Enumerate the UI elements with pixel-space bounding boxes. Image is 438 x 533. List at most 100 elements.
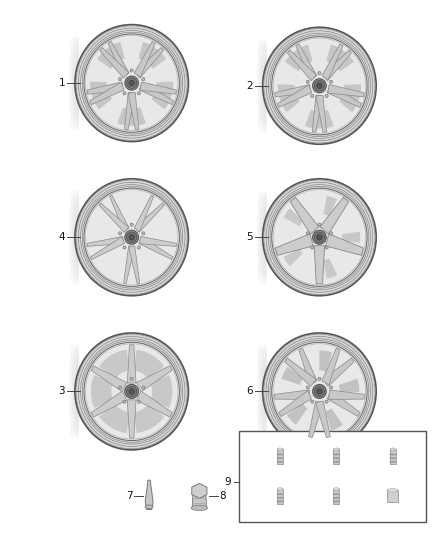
Ellipse shape bbox=[333, 457, 339, 459]
Bar bbox=[333, 449, 339, 464]
Ellipse shape bbox=[84, 342, 179, 441]
Ellipse shape bbox=[277, 501, 283, 502]
Polygon shape bbox=[108, 41, 129, 77]
Polygon shape bbox=[305, 110, 334, 128]
Ellipse shape bbox=[127, 386, 137, 397]
Ellipse shape bbox=[75, 179, 188, 296]
Ellipse shape bbox=[84, 188, 179, 286]
Polygon shape bbox=[339, 84, 361, 112]
Ellipse shape bbox=[311, 94, 314, 98]
Bar bbox=[387, 490, 398, 502]
Polygon shape bbox=[92, 366, 127, 392]
Polygon shape bbox=[287, 50, 316, 80]
Ellipse shape bbox=[119, 232, 122, 235]
Ellipse shape bbox=[142, 232, 145, 235]
Ellipse shape bbox=[314, 80, 325, 91]
Ellipse shape bbox=[389, 454, 396, 455]
Ellipse shape bbox=[77, 190, 80, 284]
Polygon shape bbox=[97, 42, 125, 69]
Polygon shape bbox=[279, 391, 311, 416]
Ellipse shape bbox=[129, 389, 134, 394]
Ellipse shape bbox=[334, 448, 339, 450]
Ellipse shape bbox=[389, 461, 396, 463]
Polygon shape bbox=[134, 404, 164, 433]
Text: 1: 1 bbox=[59, 78, 65, 88]
Ellipse shape bbox=[333, 494, 339, 495]
Polygon shape bbox=[282, 367, 303, 385]
Polygon shape bbox=[342, 232, 360, 243]
Polygon shape bbox=[139, 237, 173, 260]
Polygon shape bbox=[92, 391, 127, 417]
Ellipse shape bbox=[318, 71, 321, 75]
Ellipse shape bbox=[314, 232, 325, 243]
Polygon shape bbox=[110, 195, 129, 232]
Polygon shape bbox=[137, 391, 172, 417]
Polygon shape bbox=[314, 246, 325, 284]
Ellipse shape bbox=[314, 386, 325, 397]
Ellipse shape bbox=[306, 80, 309, 84]
Ellipse shape bbox=[123, 92, 126, 95]
Ellipse shape bbox=[277, 461, 283, 463]
Polygon shape bbox=[320, 197, 349, 234]
Ellipse shape bbox=[333, 501, 339, 502]
Bar bbox=[277, 489, 283, 504]
Polygon shape bbox=[327, 391, 360, 416]
Ellipse shape bbox=[263, 179, 376, 296]
Bar bbox=[333, 489, 339, 504]
Ellipse shape bbox=[333, 497, 339, 498]
Ellipse shape bbox=[75, 333, 188, 450]
Text: 4: 4 bbox=[59, 232, 65, 243]
Polygon shape bbox=[324, 196, 337, 216]
Polygon shape bbox=[140, 237, 177, 246]
Polygon shape bbox=[328, 85, 364, 97]
Ellipse shape bbox=[125, 76, 138, 90]
Ellipse shape bbox=[264, 345, 268, 438]
Polygon shape bbox=[315, 401, 330, 438]
Polygon shape bbox=[325, 408, 343, 431]
Text: 3: 3 bbox=[59, 386, 65, 397]
Polygon shape bbox=[192, 483, 207, 498]
Polygon shape bbox=[290, 197, 319, 234]
Polygon shape bbox=[87, 82, 123, 94]
Polygon shape bbox=[322, 44, 343, 80]
Polygon shape bbox=[283, 248, 303, 266]
Ellipse shape bbox=[277, 488, 283, 490]
Ellipse shape bbox=[125, 230, 138, 244]
Ellipse shape bbox=[260, 190, 263, 284]
Polygon shape bbox=[324, 259, 337, 279]
Polygon shape bbox=[137, 366, 172, 392]
Polygon shape bbox=[326, 44, 354, 71]
Ellipse shape bbox=[71, 345, 74, 438]
Polygon shape bbox=[323, 358, 354, 386]
Polygon shape bbox=[285, 44, 313, 71]
Polygon shape bbox=[285, 358, 316, 386]
Polygon shape bbox=[134, 350, 164, 379]
Text: 7: 7 bbox=[126, 491, 133, 501]
Ellipse shape bbox=[263, 39, 266, 133]
Ellipse shape bbox=[277, 448, 283, 450]
Ellipse shape bbox=[325, 246, 328, 249]
Ellipse shape bbox=[74, 190, 77, 284]
Ellipse shape bbox=[263, 345, 266, 438]
Ellipse shape bbox=[387, 489, 398, 492]
Ellipse shape bbox=[84, 34, 179, 132]
Polygon shape bbox=[278, 84, 300, 112]
Polygon shape bbox=[287, 403, 307, 425]
Ellipse shape bbox=[74, 345, 77, 438]
Ellipse shape bbox=[191, 505, 208, 511]
Ellipse shape bbox=[125, 384, 138, 399]
Ellipse shape bbox=[306, 232, 309, 235]
Ellipse shape bbox=[311, 400, 314, 403]
Polygon shape bbox=[90, 82, 124, 104]
Ellipse shape bbox=[317, 235, 322, 240]
Polygon shape bbox=[192, 492, 206, 508]
Polygon shape bbox=[283, 208, 303, 226]
Polygon shape bbox=[296, 44, 317, 80]
Ellipse shape bbox=[77, 36, 80, 130]
Ellipse shape bbox=[119, 78, 122, 81]
Ellipse shape bbox=[313, 230, 326, 244]
Ellipse shape bbox=[317, 389, 322, 394]
Ellipse shape bbox=[333, 461, 339, 463]
Bar bbox=[239, 431, 426, 522]
Ellipse shape bbox=[329, 80, 332, 84]
